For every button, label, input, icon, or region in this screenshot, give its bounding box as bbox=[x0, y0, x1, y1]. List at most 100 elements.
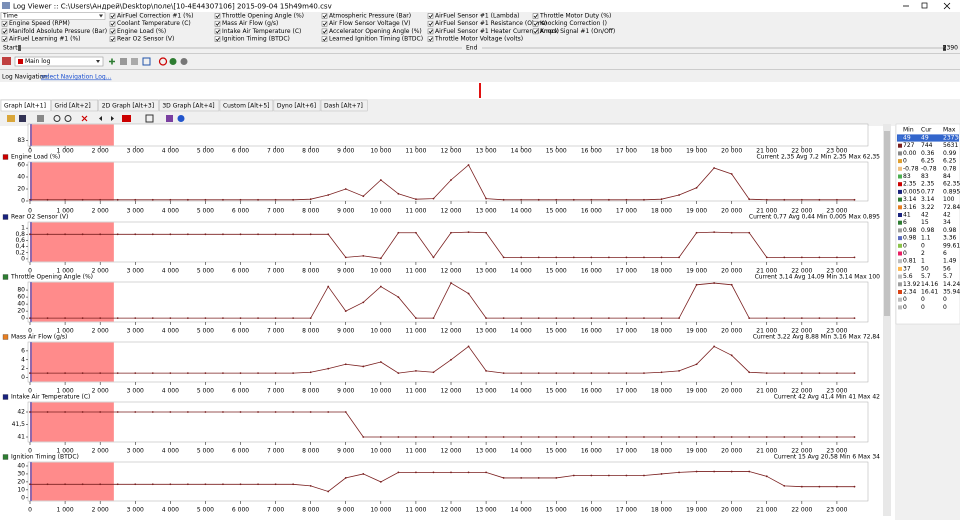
edit-log-button[interactable] bbox=[131, 58, 138, 65]
checkbox[interactable] bbox=[427, 20, 434, 27]
tab[interactable] bbox=[98, 99, 159, 112]
cut-button[interactable] bbox=[37, 115, 44, 122]
checkbox[interactable] bbox=[1, 20, 8, 27]
data-point bbox=[730, 283, 733, 286]
x-tick-label: 17 000 bbox=[616, 448, 637, 455]
data-point bbox=[151, 372, 154, 375]
table-cell: 0 bbox=[921, 304, 925, 311]
close-button[interactable] bbox=[943, 2, 951, 10]
stop-button[interactable] bbox=[158, 57, 168, 66]
x-tick-label: 5 000 bbox=[197, 148, 214, 155]
y-tick-label: 0,2 bbox=[15, 249, 25, 256]
next-button[interactable] bbox=[111, 116, 114, 121]
log-select[interactable] bbox=[14, 56, 104, 67]
data-point bbox=[116, 233, 119, 236]
checkbox[interactable] bbox=[427, 36, 434, 42]
checkbox[interactable] bbox=[321, 36, 328, 42]
prev-button[interactable] bbox=[99, 116, 102, 121]
checkbox[interactable] bbox=[321, 13, 328, 19]
tab[interactable] bbox=[51, 99, 98, 112]
table-cell: 2.34 bbox=[903, 289, 917, 296]
y-tick-label: 0,4 bbox=[15, 243, 25, 250]
checkbox[interactable] bbox=[214, 13, 221, 19]
x-tick-label: 9 000 bbox=[337, 448, 354, 455]
tab[interactable] bbox=[0, 99, 51, 112]
start-slider-thumb[interactable] bbox=[18, 45, 21, 51]
checkbox[interactable] bbox=[1, 36, 8, 42]
data-line bbox=[30, 164, 855, 201]
row-swatch bbox=[898, 220, 902, 225]
checkbox[interactable] bbox=[214, 20, 221, 27]
remove-log-button[interactable] bbox=[120, 58, 127, 65]
vertical-scrollbar[interactable] bbox=[883, 124, 891, 516]
value-table-rows: Min Cur Max 49 49 23730 727 744 5631 0.00 0.36 0.99… bbox=[897, 127, 960, 311]
graph-button[interactable] bbox=[142, 57, 151, 66]
data-point bbox=[239, 372, 242, 375]
color-button[interactable] bbox=[122, 115, 131, 122]
x-tick-label: 10 000 bbox=[370, 148, 391, 155]
table-cell: 0.98 bbox=[943, 227, 957, 234]
tab[interactable] bbox=[159, 99, 220, 112]
layout-button[interactable] bbox=[145, 114, 154, 123]
data-point bbox=[397, 372, 400, 375]
settings-button[interactable] bbox=[180, 58, 188, 65]
checkbox[interactable] bbox=[532, 28, 539, 35]
tab[interactable] bbox=[273, 99, 321, 112]
data-point bbox=[730, 173, 733, 175]
tab[interactable] bbox=[320, 99, 368, 112]
checkbox[interactable] bbox=[1, 28, 8, 35]
checkbox[interactable] bbox=[109, 28, 116, 35]
x-tick-label: 5 000 bbox=[197, 268, 214, 275]
list-button[interactable] bbox=[166, 115, 173, 122]
table-cell: 62.35 bbox=[943, 181, 960, 188]
info-button[interactable] bbox=[177, 115, 185, 122]
checkbox[interactable] bbox=[109, 20, 116, 27]
x-tick-label: 6 000 bbox=[232, 388, 249, 395]
restore-button[interactable] bbox=[921, 2, 928, 9]
nav-link[interactable]: select Navigation Log... bbox=[41, 74, 112, 81]
checkbox[interactable] bbox=[532, 13, 539, 19]
parameter-label: AirFuel Learning #1 (%) bbox=[9, 36, 81, 43]
data-point bbox=[765, 256, 768, 259]
x-tick-label: 9 000 bbox=[337, 507, 354, 514]
table-cell: 0 bbox=[921, 242, 925, 249]
data-point bbox=[678, 256, 680, 259]
play-button[interactable] bbox=[169, 58, 177, 65]
checkbox[interactable] bbox=[214, 28, 221, 35]
time-select[interactable] bbox=[0, 12, 106, 20]
data-point bbox=[81, 483, 84, 486]
data-point bbox=[64, 233, 66, 236]
checkbox[interactable] bbox=[427, 28, 434, 35]
y-tick-label: 40 bbox=[17, 462, 25, 469]
tab[interactable] bbox=[219, 99, 274, 112]
zoom-in-button[interactable] bbox=[53, 115, 61, 122]
checkbox[interactable] bbox=[321, 28, 328, 35]
checkbox[interactable] bbox=[427, 13, 434, 19]
x-tick-label: 21 000 bbox=[756, 328, 777, 335]
data-point bbox=[64, 411, 66, 413]
graph-stats: Current 42 Avg 41,4 Min 41 Max 42 bbox=[774, 394, 880, 401]
checkbox[interactable] bbox=[532, 20, 539, 27]
checkbox[interactable] bbox=[321, 20, 328, 27]
checkbox[interactable] bbox=[109, 13, 116, 19]
checkbox[interactable] bbox=[214, 36, 221, 42]
data-point bbox=[169, 317, 172, 320]
x-tick-label: 3 000 bbox=[127, 507, 144, 514]
end-slider-thumb[interactable] bbox=[943, 45, 946, 51]
data-point bbox=[362, 254, 365, 257]
navigation-cursor[interactable] bbox=[479, 83, 481, 98]
zoom-out-button[interactable] bbox=[64, 115, 72, 122]
data-point bbox=[765, 317, 768, 320]
add-log-button[interactable] bbox=[109, 58, 115, 65]
checkbox[interactable] bbox=[109, 36, 116, 42]
clear-button[interactable] bbox=[81, 115, 88, 122]
save-button[interactable] bbox=[19, 115, 26, 122]
data-point bbox=[81, 411, 84, 413]
chart-icon[interactable] bbox=[2, 57, 11, 65]
data-point bbox=[169, 411, 172, 413]
data-point bbox=[555, 436, 558, 438]
open-button[interactable] bbox=[7, 115, 15, 122]
data-point bbox=[415, 436, 417, 438]
scrollbar-thumb[interactable] bbox=[884, 131, 890, 316]
plot-frame bbox=[27, 221, 869, 263]
